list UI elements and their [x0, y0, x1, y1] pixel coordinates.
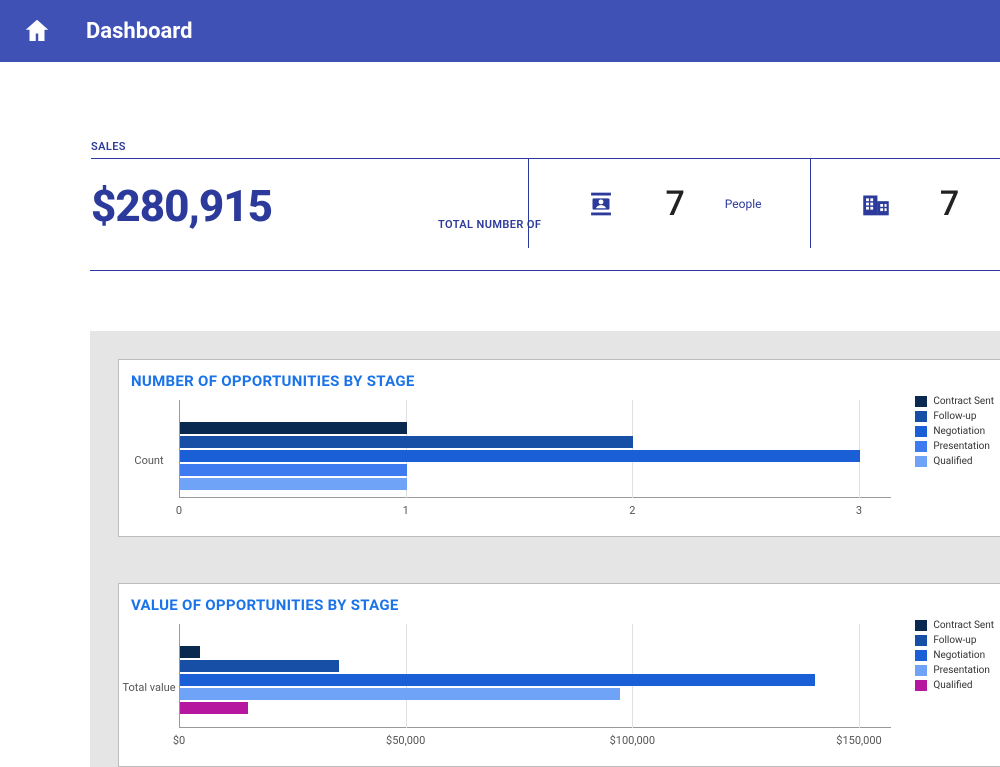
legend-label: Follow-up	[933, 411, 976, 422]
chart-opportunities-count: NUMBER OF OPPORTUNITIES BY STAGE Count 0…	[118, 359, 1000, 537]
bar	[180, 688, 620, 700]
legend-label: Qualified	[933, 456, 972, 467]
chart2-ylabel: Total value	[119, 624, 179, 750]
chart1-ylabel: Count	[119, 400, 179, 520]
legend-item: Presentation	[915, 665, 994, 676]
charts-area: NUMBER OF OPPORTUNITIES BY STAGE Count 0…	[90, 331, 1000, 767]
xtick-label: $150,000	[836, 734, 881, 747]
content: TOTAL NUMBER OF SALES $280,915 7 People	[0, 140, 1000, 767]
kpi-sales-value: $280,915	[91, 180, 528, 232]
kpi-companies: 7	[810, 158, 1000, 248]
legend-item: Qualified	[915, 680, 994, 691]
bar	[180, 422, 407, 434]
chart1-legend: Contract Sent Follow-up Negotiation Present…	[915, 396, 994, 471]
chart2-legend: Contract Sent Follow-up Negotiation Present…	[915, 620, 994, 695]
companies-icon	[852, 187, 900, 221]
home-icon[interactable]	[22, 16, 52, 46]
bar	[180, 436, 633, 448]
bar	[180, 450, 860, 462]
bar	[180, 660, 339, 672]
page-title: Dashboard	[86, 19, 193, 44]
legend-label: Follow-up	[933, 635, 976, 646]
legend-label: Contract Sent	[933, 620, 994, 631]
xtick-label: 0	[176, 504, 182, 517]
bar	[180, 646, 200, 658]
kpi-sales: SALES $280,915	[90, 140, 528, 270]
bar	[180, 674, 815, 686]
topbar: Dashboard	[0, 0, 1000, 62]
legend-item: Contract Sent	[915, 620, 994, 631]
gridline	[859, 400, 860, 498]
legend-swatch	[915, 456, 927, 467]
xtick-label: $50,000	[386, 734, 425, 747]
legend-swatch	[915, 665, 927, 676]
kpi-sales-label: SALES	[91, 140, 126, 153]
legend-swatch	[915, 650, 927, 661]
bar	[180, 702, 248, 714]
xtick-label: $0	[173, 734, 185, 747]
chart1-plot: 0 1 2 3	[179, 400, 891, 520]
legend-label: Negotiation	[933, 426, 985, 437]
bar	[180, 464, 407, 476]
kpi-people: 7 People	[528, 158, 810, 248]
kpi-row: TOTAL NUMBER OF SALES $280,915 7 People	[0, 140, 1000, 271]
legend-swatch	[915, 396, 927, 407]
legend-swatch	[915, 411, 927, 422]
legend-item: Contract Sent	[915, 396, 994, 407]
gridline	[859, 624, 860, 728]
chart1-title: NUMBER OF OPPORTUNITIES BY STAGE	[119, 360, 1000, 400]
people-icon	[577, 187, 625, 221]
legend-swatch	[915, 635, 927, 646]
kpi-companies-value: 7	[940, 184, 959, 224]
legend-label: Presentation	[933, 441, 990, 452]
xtick-label: $100,000	[610, 734, 655, 747]
legend-label: Presentation	[933, 665, 990, 676]
kpi-people-caption: People	[725, 197, 762, 211]
legend-swatch	[915, 620, 927, 631]
legend-label: Qualified	[933, 680, 972, 691]
legend-item: Follow-up	[915, 411, 994, 422]
xtick-label: 3	[856, 504, 862, 517]
legend-item: Presentation	[915, 441, 994, 452]
xtick-label: 1	[403, 504, 409, 517]
xtick-label: 2	[629, 504, 635, 517]
legend-item: Negotiation	[915, 650, 994, 661]
chart2-plot: $0$50,000$100,000$150,000	[179, 624, 891, 750]
legend-item: Qualified	[915, 456, 994, 467]
bar	[180, 478, 407, 490]
legend-swatch	[915, 680, 927, 691]
gridline	[632, 400, 633, 498]
kpi-people-value: 7	[665, 184, 684, 224]
chart-opportunities-value: VALUE OF OPPORTUNITIES BY STAGE Total va…	[118, 583, 1000, 767]
chart2-title: VALUE OF OPPORTUNITIES BY STAGE	[119, 584, 1000, 624]
legend-label: Negotiation	[933, 650, 985, 661]
legend-item: Follow-up	[915, 635, 994, 646]
legend-swatch	[915, 441, 927, 452]
legend-label: Contract Sent	[933, 396, 994, 407]
legend-swatch	[915, 426, 927, 437]
legend-item: Negotiation	[915, 426, 994, 437]
